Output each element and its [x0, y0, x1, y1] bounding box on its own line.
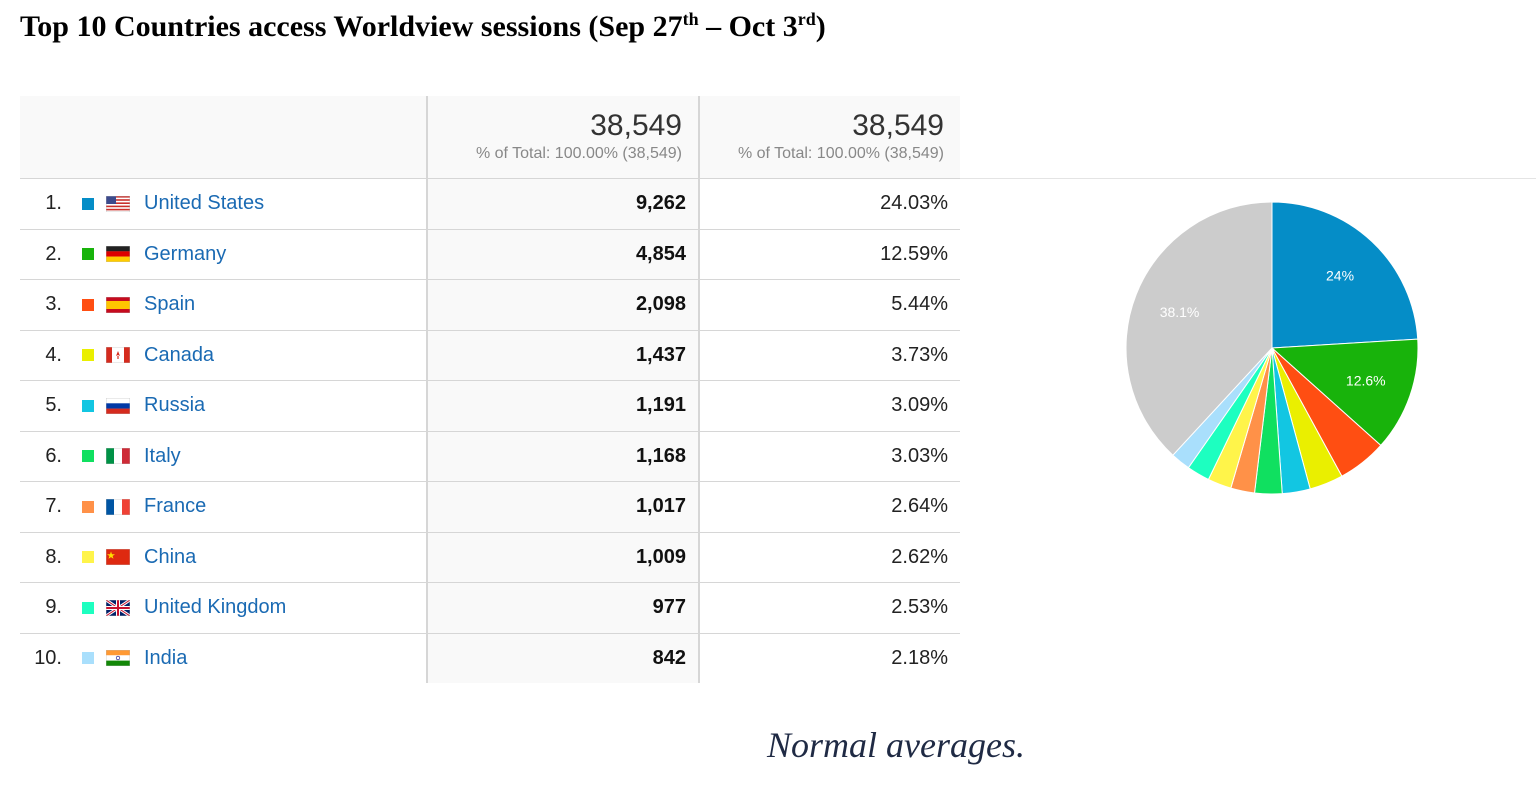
sessions-cell: 2,098	[427, 279, 700, 331]
de-flag-icon	[106, 246, 130, 263]
country-cell: 7. France	[20, 481, 428, 533]
sessions-total: 38,549	[590, 109, 682, 142]
series-color-swatch	[82, 197, 94, 210]
sessions-pie-chart: 24% 12.6% 38.1%	[1125, 201, 1419, 495]
ca-flag-icon	[106, 347, 130, 364]
country-cell: 2. Germany	[20, 229, 428, 280]
percent-cell: 3.09%	[699, 380, 960, 432]
sessions-cell: 1,437	[427, 330, 700, 381]
percent-total: 38,549	[852, 109, 944, 142]
series-color-swatch	[82, 349, 94, 362]
pie-slice-united-states[interactable]	[1271, 201, 1419, 349]
table-row: 8. China 1,009 2.62%	[20, 532, 960, 583]
table-header-row: 38,549 % of Total: 100.00% (38,549) 38,5…	[20, 96, 960, 179]
in-flag-icon	[106, 650, 130, 667]
series-color-swatch	[82, 248, 94, 261]
sessions-cell: 1,017	[427, 481, 700, 533]
table-row: 6. Italy 1,168 3.03%	[20, 431, 960, 482]
ru-flag-icon	[106, 397, 130, 414]
country-cell: 4. Canada	[20, 330, 428, 381]
series-color-swatch	[82, 500, 94, 513]
row-rank: 1.	[45, 192, 62, 215]
series-color-swatch	[82, 450, 94, 463]
country-cell: 1. United States	[20, 178, 428, 230]
sessions-column-header: 38,549 % of Total: 100.00% (38,549)	[427, 96, 700, 179]
country-link[interactable]: United States	[144, 192, 265, 215]
percent-column-header: 38,549 % of Total: 100.00% (38,549)	[699, 96, 960, 179]
pie-slice-label: 24%	[1326, 268, 1354, 284]
table-row: 5. Russia 1,191 3.09%	[20, 380, 960, 432]
country-link[interactable]: France	[144, 495, 207, 518]
percent-total-sub: % of Total: 100.00% (38,549)	[737, 145, 944, 162]
percent-cell: 2.62%	[699, 532, 960, 583]
series-color-swatch	[82, 551, 94, 564]
country-link[interactable]: Russia	[144, 394, 206, 417]
country-cell: 6. Italy	[20, 431, 428, 482]
country-cell: 9. United Kingdom	[20, 582, 428, 634]
series-color-swatch	[82, 652, 94, 665]
table-row: 10. India 842 2.18%	[20, 633, 960, 683]
country-link[interactable]: Spain	[144, 293, 196, 316]
fr-flag-icon	[106, 498, 130, 515]
country-cell: 10. India	[20, 633, 428, 683]
country-link[interactable]: United Kingdom	[144, 596, 287, 619]
sessions-cell: 1,168	[427, 431, 700, 482]
row-rank: 7.	[45, 495, 62, 518]
countries-report-table: 38,549 % of Total: 100.00% (38,549) 38,5…	[20, 96, 960, 683]
sessions-cell: 1,191	[427, 380, 700, 432]
percent-cell: 12.59%	[699, 229, 960, 280]
row-rank: 2.	[45, 242, 62, 265]
percent-cell: 3.03%	[699, 431, 960, 482]
country-cell: 3. Spain	[20, 279, 428, 331]
row-rank: 5.	[45, 394, 62, 417]
country-link[interactable]: Italy	[144, 444, 181, 467]
row-rank: 6.	[45, 444, 62, 467]
pie-slice-other[interactable]	[1125, 201, 1273, 456]
pie-slice-germany[interactable]	[1270, 338, 1419, 447]
header-divider	[960, 178, 1536, 179]
series-color-swatch	[82, 298, 94, 311]
row-rank: 9.	[45, 596, 62, 619]
es-flag-icon	[106, 296, 130, 313]
country-link[interactable]: China	[144, 545, 197, 568]
table-row: 9. United Kingdom 977 2.53%	[20, 582, 960, 634]
percent-cell: 3.73%	[699, 330, 960, 381]
sessions-cell: 842	[427, 633, 700, 683]
table-row: 3. Spain 2,098 5.44%	[20, 279, 960, 331]
page-title: Top 10 Countries access Worldview sessio…	[20, 9, 826, 43]
pie-slice-label: 38.1%	[1160, 304, 1200, 320]
country-link[interactable]: India	[144, 646, 188, 669]
caption: Normal averages.	[767, 725, 1025, 765]
row-rank: 3.	[45, 293, 62, 316]
row-rank: 4.	[45, 343, 62, 366]
country-cell: 5. Russia	[20, 380, 428, 432]
sessions-total-sub: % of Total: 100.00% (38,549)	[475, 145, 682, 162]
sessions-cell: 9,262	[427, 178, 700, 230]
gb-flag-icon	[106, 599, 130, 616]
country-column-header	[20, 96, 428, 179]
percent-cell: 2.53%	[699, 582, 960, 634]
sessions-cell: 4,854	[427, 229, 700, 280]
series-color-swatch	[82, 399, 94, 412]
percent-cell: 2.18%	[891, 646, 948, 669]
cn-flag-icon	[106, 549, 130, 566]
country-link[interactable]: Germany	[144, 242, 227, 265]
row-rank: 10.	[34, 646, 62, 669]
percent-cell: 2.64%	[699, 481, 960, 533]
table-row: 1. United States 9,262 24.03%	[20, 178, 960, 230]
it-flag-icon	[106, 448, 130, 465]
country-cell: 8. China	[20, 532, 428, 583]
sessions-cell: 1,009	[427, 532, 700, 583]
pie-slice-label: 12.6%	[1346, 373, 1386, 389]
table-row: 2. Germany 4,854 12.59%	[20, 229, 960, 280]
us-flag-icon	[106, 195, 130, 212]
sessions-cell: 977	[427, 582, 700, 634]
table-row: 7. France 1,017 2.64%	[20, 481, 960, 533]
country-link[interactable]: Canada	[144, 343, 215, 366]
percent-cell: 5.44%	[699, 279, 960, 331]
percent-cell: 24.03%	[699, 178, 960, 230]
series-color-swatch	[82, 601, 94, 614]
table-row: 4. Canada 1,437 3.73%	[20, 330, 960, 381]
row-rank: 8.	[45, 545, 62, 568]
